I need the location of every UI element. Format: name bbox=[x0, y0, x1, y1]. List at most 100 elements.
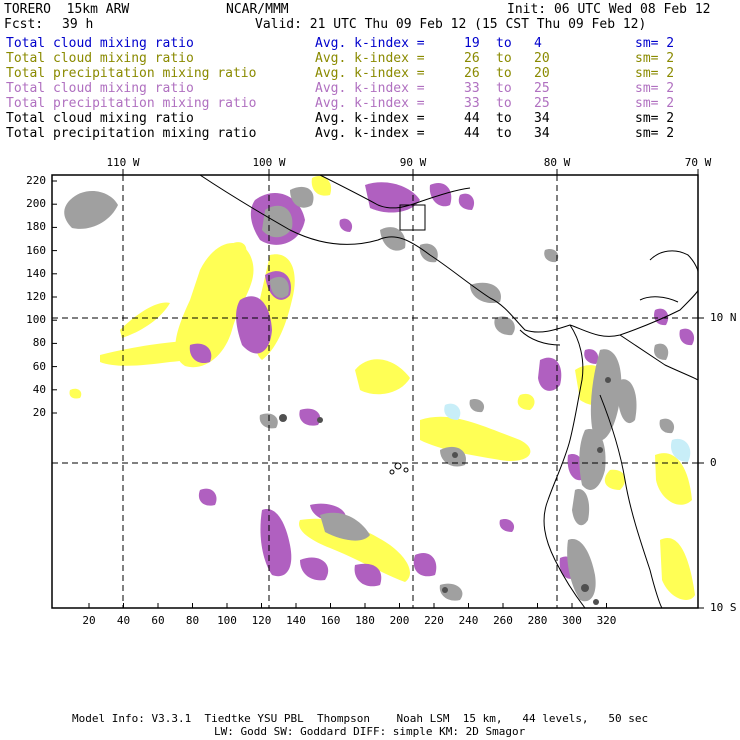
legend-sm: sm= 2 bbox=[635, 36, 675, 51]
plot-frame bbox=[51, 174, 699, 609]
left-tick-label: 200 bbox=[26, 197, 46, 211]
forecast-hours: 39 h bbox=[62, 17, 94, 32]
top-lon-label: 70 W bbox=[684, 156, 712, 169]
legend-kindex: Avg. k-index = bbox=[315, 96, 425, 111]
legend-b: 20 bbox=[534, 66, 550, 81]
left-tick-label: 220 bbox=[26, 174, 46, 187]
left-tick-label: 60 bbox=[32, 359, 46, 373]
legend-to: to bbox=[496, 81, 512, 96]
legend-row: Total precipitation mixing ratio Avg. k-i… bbox=[6, 96, 726, 111]
left-tick-label: 80 bbox=[32, 336, 46, 350]
legend-a: 26 bbox=[464, 51, 480, 66]
legend-field: Total cloud mixing ratio bbox=[6, 36, 194, 51]
bottom-tick-label: 20 bbox=[82, 614, 96, 627]
bottom-tick-label: 300 bbox=[562, 614, 582, 627]
model-info-line1: Model Info: V3.3.1 Tiedtke YSU PBL Thomp… bbox=[72, 712, 649, 725]
legend-to: to bbox=[496, 96, 512, 111]
legend-a: 44 bbox=[464, 126, 480, 141]
top-lon-label: 90 W bbox=[399, 156, 427, 169]
bottom-tick-label: 240 bbox=[458, 614, 479, 627]
top-lon-label: 100 W bbox=[252, 156, 286, 169]
legend-to: to bbox=[496, 126, 512, 141]
bottom-tick-label: 320 bbox=[596, 614, 617, 627]
legend-b: 4 bbox=[534, 36, 542, 51]
left-tick-label: 180 bbox=[26, 220, 46, 234]
left-tick-label: 160 bbox=[26, 243, 46, 257]
bottom-tick-label: 40 bbox=[116, 614, 131, 627]
bottom-tick-label: 180 bbox=[355, 614, 375, 627]
left-tick-label: 120 bbox=[26, 290, 46, 303]
legend-field: Total precipitation mixing ratio bbox=[6, 96, 257, 111]
legend-row: Total precipitation mixing ratio Avg. k-i… bbox=[6, 66, 726, 81]
model-info-line2: LW: Godd SW: Goddard DIFF: simple KM: 2D… bbox=[214, 725, 526, 738]
right-lat-label: 10 N bbox=[710, 311, 737, 324]
legend-row: Total cloud mixing ratio Avg. k-index = 33… bbox=[6, 81, 726, 96]
legend-sm: sm= 2 bbox=[635, 96, 675, 111]
dark-cores bbox=[279, 377, 611, 605]
bottom-tick-label: 200 bbox=[389, 614, 410, 627]
legend-field: Total cloud mixing ratio bbox=[6, 51, 194, 66]
cyan-fields bbox=[328, 403, 691, 532]
legend-b: 20 bbox=[534, 51, 550, 66]
valid-time: Valid: 21 UTC Thu 09 Feb 12 (15 CST Thu … bbox=[255, 17, 647, 32]
bottom-tick-label: 100 bbox=[217, 614, 237, 627]
legend-sm: sm= 2 bbox=[635, 111, 675, 126]
forecast-label: Fcst: bbox=[4, 17, 44, 32]
top-lon-label: 110 W bbox=[106, 156, 140, 169]
legend-kindex: Avg. k-index = bbox=[315, 51, 425, 66]
bottom-tick-label: 160 bbox=[320, 614, 341, 627]
legend-to: to bbox=[496, 111, 512, 126]
legend-a: 33 bbox=[464, 81, 480, 96]
coastlines bbox=[199, 175, 698, 608]
legend-kindex: Avg. k-index = bbox=[315, 81, 425, 96]
legend-sm: sm= 2 bbox=[635, 81, 675, 96]
legend-field: Total precipitation mixing ratio bbox=[6, 126, 257, 141]
legend-sm: sm= 2 bbox=[635, 51, 675, 66]
bottom-tick-label: 140 bbox=[286, 614, 306, 627]
legend-a: 26 bbox=[464, 66, 480, 81]
left-tick-label: 20 bbox=[32, 406, 46, 419]
legend-a: 33 bbox=[464, 96, 480, 111]
gray-fields bbox=[64, 186, 675, 602]
legend-to: to bbox=[496, 51, 512, 66]
left-tick-label: 40 bbox=[32, 382, 46, 396]
lat-lon-grid bbox=[52, 175, 698, 608]
legend-a: 44 bbox=[464, 111, 480, 126]
legend-row: Total cloud mixing ratio Avg. k-index = 19… bbox=[6, 36, 726, 51]
axis-ticks bbox=[52, 169, 704, 609]
legend-row: Total cloud mixing ratio Avg. k-index = 44… bbox=[6, 111, 726, 126]
legend-b: 25 bbox=[534, 96, 550, 111]
init-time: Init: 06 UTC Wed 08 Feb 12 bbox=[507, 2, 711, 17]
legend-row: Total cloud mixing ratio Avg. k-index = 26… bbox=[6, 51, 726, 66]
top-lon-label: 80 W bbox=[543, 156, 571, 169]
right-lat-label: 0 bbox=[710, 456, 717, 469]
legend-kindex: Avg. k-index = bbox=[315, 126, 425, 141]
legend-field: Total cloud mixing ratio bbox=[6, 81, 194, 96]
bottom-tick-label: 260 bbox=[493, 614, 513, 627]
legend-a: 19 bbox=[464, 36, 480, 51]
legend-to: to bbox=[496, 36, 512, 51]
legend-row: Total precipitation mixing ratio Avg. k-i… bbox=[6, 126, 726, 141]
yellow-fields bbox=[69, 175, 695, 600]
model-title: TORERO 15km ARW bbox=[4, 2, 130, 17]
bottom-tick-label: 80 bbox=[185, 614, 200, 627]
legend-kindex: Avg. k-index = bbox=[315, 66, 425, 81]
bottom-tick-label: 60 bbox=[151, 614, 165, 627]
bottom-tick-label: 280 bbox=[527, 614, 548, 627]
legend-b: 25 bbox=[534, 81, 550, 96]
right-lat-label: 10 S bbox=[710, 601, 737, 614]
legend-kindex: Avg. k-index = bbox=[315, 111, 425, 126]
left-tick-label: 140 bbox=[26, 266, 46, 280]
legend-kindex: Avg. k-index = bbox=[315, 36, 425, 51]
legend-to: to bbox=[496, 66, 512, 81]
cloud-fields bbox=[64, 175, 695, 605]
legend-b: 34 bbox=[534, 111, 550, 126]
bottom-tick-label: 120 bbox=[251, 614, 272, 627]
left-tick-label: 100 bbox=[26, 313, 46, 327]
organization: NCAR/MMM bbox=[226, 2, 289, 17]
legend-b: 34 bbox=[534, 126, 550, 141]
legend-field: Total precipitation mixing ratio bbox=[6, 66, 257, 81]
legend-sm: sm= 2 bbox=[635, 66, 675, 81]
legend-field: Total cloud mixing ratio bbox=[6, 111, 194, 126]
